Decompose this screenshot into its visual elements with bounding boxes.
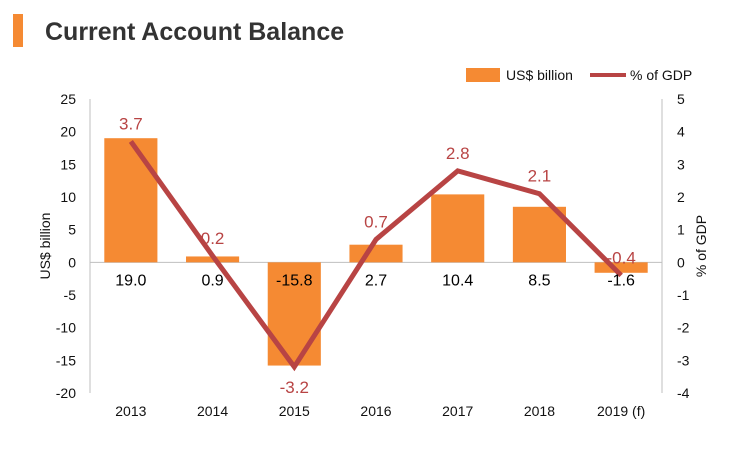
right-tick-label: 5 — [677, 91, 685, 107]
legend-bar-swatch — [466, 68, 500, 82]
right-tick-label: 2 — [677, 189, 685, 205]
line-value-label: -3.2 — [280, 378, 309, 397]
line-data-labels: 3.7 0.2 -3.2 0.7 2.8 2.1 -0.4 — [119, 114, 636, 396]
left-tick-label: 0 — [68, 254, 76, 270]
left-tick-label: 5 — [68, 222, 76, 238]
bar-value-label: 2.7 — [365, 272, 387, 289]
line-series — [128, 140, 623, 372]
right-tick-label: 3 — [677, 156, 685, 172]
line-value-label: 0.2 — [201, 229, 225, 248]
bar-value-label: 10.4 — [442, 272, 473, 289]
bar-data-labels: 19.0 0.9 -15.8 2.7 10.4 8.5 -1.6 — [115, 272, 635, 289]
bar — [267, 262, 321, 366]
bar-value-label: 0.9 — [201, 272, 223, 289]
left-tick-label: -15 — [56, 352, 76, 368]
right-tick-label: -4 — [677, 385, 690, 401]
bar-series — [104, 138, 648, 366]
line-value-label: 0.7 — [364, 212, 388, 231]
x-tick-label: 2013 — [115, 403, 146, 419]
left-tick-label: -5 — [64, 287, 77, 303]
left-tick-label: -10 — [56, 320, 76, 336]
bar-value-label: 19.0 — [115, 272, 146, 289]
right-tick-label: -3 — [677, 352, 690, 368]
left-tick-label: -20 — [56, 385, 76, 401]
bar-value-label: -15.8 — [276, 272, 313, 289]
right-tick-label: 0 — [677, 254, 685, 270]
x-tick-label: 2015 — [279, 403, 310, 419]
bar-value-label: -1.6 — [607, 272, 635, 289]
left-axis-title: US$ billion — [37, 213, 53, 280]
right-axis-ticks: 5 4 3 2 1 0 -1 -2 -3 -4 — [677, 91, 690, 401]
right-tick-label: 1 — [677, 222, 685, 238]
bar — [431, 194, 485, 263]
x-tick-label: 2017 — [442, 403, 473, 419]
right-tick-label: -2 — [677, 320, 690, 336]
right-axis-title: % of GDP — [693, 215, 709, 277]
x-axis-labels: 2013 2014 2015 2016 2017 2018 2019 (f) — [115, 403, 645, 419]
bar — [349, 244, 403, 263]
line-value-label: -0.4 — [606, 248, 635, 267]
legend-bar-label: US$ billion — [506, 67, 573, 83]
axes — [89, 99, 663, 393]
bar — [594, 262, 648, 273]
left-tick-label: 25 — [60, 91, 76, 107]
x-tick-label: 2014 — [197, 403, 228, 419]
left-tick-label: 15 — [60, 156, 76, 172]
line-value-label: 2.1 — [528, 167, 552, 186]
chart-title: Current Account Balance — [45, 18, 344, 46]
x-tick-label: 2018 — [524, 403, 555, 419]
left-tick-label: 10 — [60, 189, 76, 205]
x-tick-label: 2019 (f) — [597, 403, 645, 419]
legend-line-label: % of GDP — [630, 67, 692, 83]
line-value-label: 3.7 — [119, 114, 143, 133]
bar — [104, 138, 158, 263]
right-tick-label: -1 — [677, 287, 690, 303]
x-tick-label: 2016 — [360, 403, 391, 419]
gdp-line — [128, 140, 623, 372]
bar-value-label: 8.5 — [528, 272, 550, 289]
left-tick-label: 20 — [60, 124, 76, 140]
title-accent-bar — [13, 14, 23, 47]
left-axis-ticks: 25 20 15 10 5 0 -5 -10 -15 -20 — [56, 91, 76, 401]
line-value-label: 2.8 — [446, 144, 470, 163]
bar — [512, 206, 566, 263]
right-tick-label: 4 — [677, 124, 685, 140]
